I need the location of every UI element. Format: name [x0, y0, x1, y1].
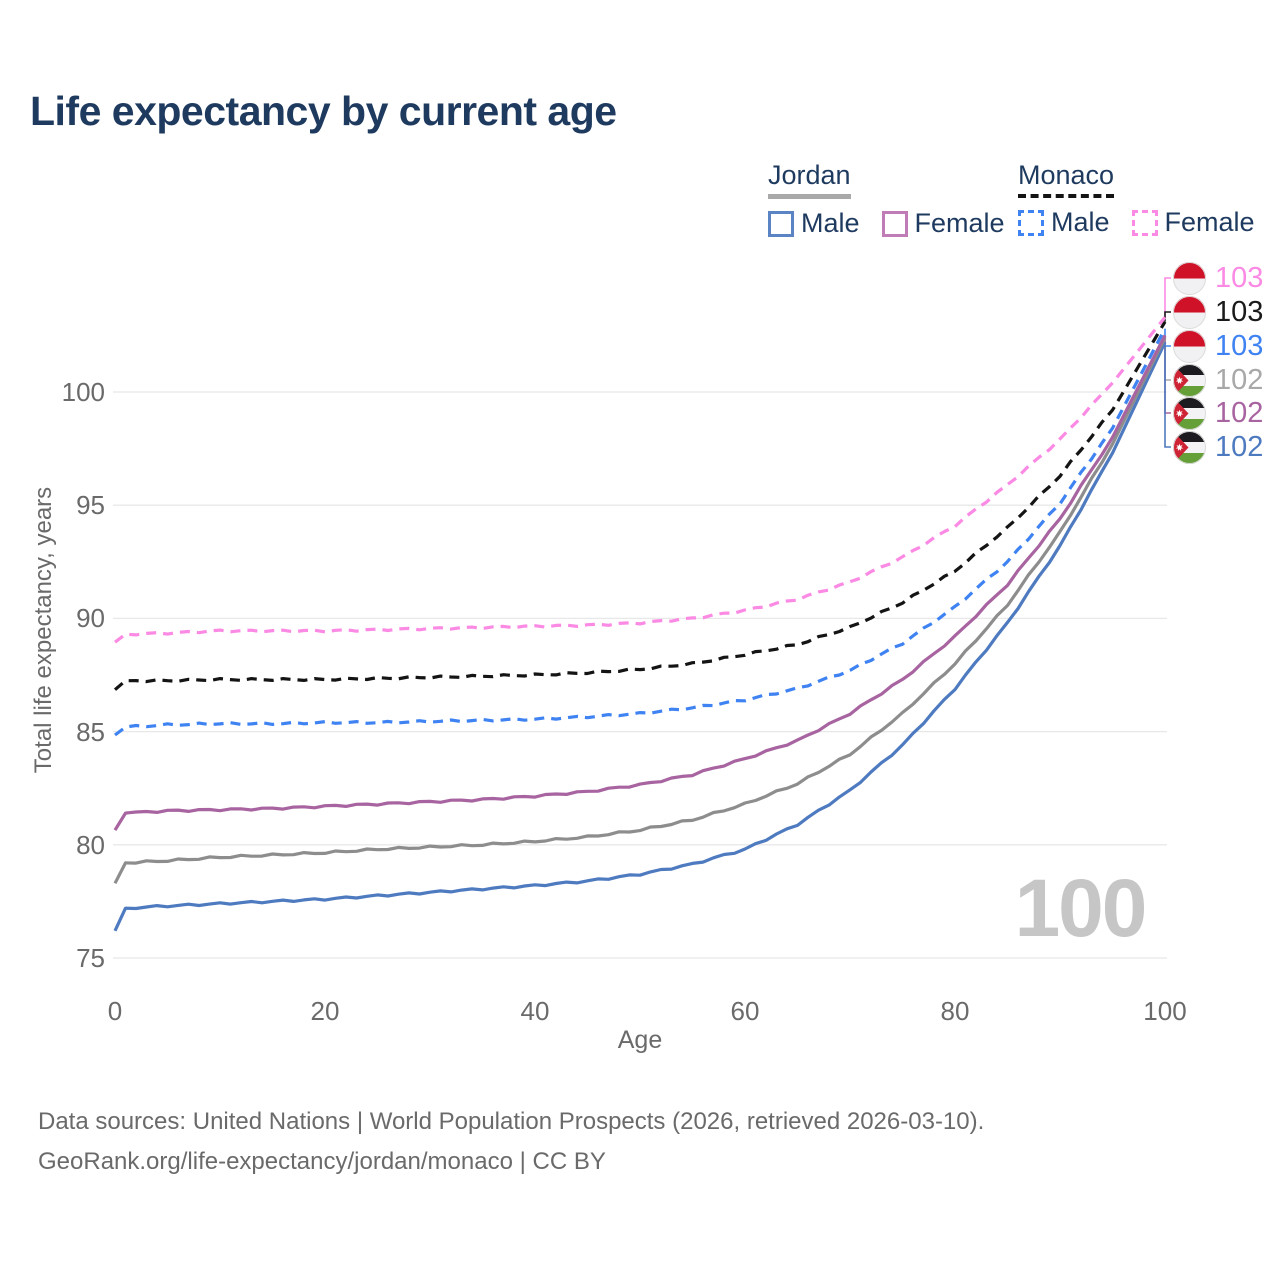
- y-tick-75: 75: [76, 943, 105, 973]
- end-value: 102: [1215, 430, 1264, 463]
- data-series-lines: [113, 316, 1167, 932]
- page-title: Life expectancy by current age: [30, 88, 617, 134]
- legend-group-jordan: Jordan Male Female: [768, 160, 1005, 239]
- x-tick-60: 60: [730, 996, 760, 1026]
- monaco-flag-icon: [1173, 330, 1206, 363]
- jordan-flag-icon: [1173, 397, 1206, 430]
- legend-jordan-female[interactable]: Female: [881, 208, 1005, 239]
- line-jordan-male[interactable]: [113, 341, 1167, 932]
- legend-monaco-female-label: Female: [1164, 207, 1255, 237]
- end-label-jordan-male: 102: [1173, 430, 1263, 464]
- x-tick-40: 40: [520, 996, 550, 1026]
- end-label-jordan-female: 102: [1173, 396, 1263, 430]
- x-tick-0: 0: [107, 996, 123, 1026]
- connector-4: [1164, 335, 1171, 414]
- legend-group-monaco: Monaco Male Female: [1018, 160, 1255, 238]
- end-label-monaco-female: 103: [1173, 261, 1263, 295]
- end-value: 103: [1215, 329, 1264, 362]
- y-tick-85: 85: [76, 716, 105, 747]
- line-jordan-female[interactable]: [113, 334, 1167, 831]
- monaco-flag-icon: [1173, 296, 1206, 329]
- end-label-jordan-total: 102: [1173, 363, 1263, 397]
- attribution-link[interactable]: GeoRank.org/life-expectancy/jordan/monac…: [38, 1148, 606, 1175]
- line-monaco-male[interactable]: [114, 327, 1167, 737]
- end-value: 103: [1215, 261, 1264, 294]
- data-source-note: Data sources: United Nations | World Pop…: [38, 1108, 985, 1135]
- y-tick-80: 80: [76, 829, 105, 860]
- jordan-male-swatch-icon: [768, 210, 794, 237]
- legend-monaco-title[interactable]: Monaco: [1018, 160, 1115, 198]
- legend-jordan-row: Male Female: [768, 208, 1005, 239]
- x-tick-80: 80: [940, 996, 970, 1026]
- legend-monaco-male[interactable]: Male: [1018, 207, 1110, 238]
- legend-monaco-male-label: Male: [1051, 207, 1110, 237]
- connector-2: [1164, 328, 1171, 347]
- monaco-flag-icon: [1173, 262, 1206, 295]
- end-value: 103: [1215, 295, 1264, 328]
- line-monaco-both-sexes[interactable]: [113, 320, 1167, 691]
- x-tick-100: 100: [1143, 996, 1187, 1026]
- legend-monaco-row: Male Female: [1018, 207, 1255, 238]
- legend-monaco-female[interactable]: Female: [1131, 207, 1255, 238]
- connector-1: [1164, 311, 1171, 322]
- jordan-female-swatch-icon: [881, 210, 908, 237]
- y-tick-95: 95: [76, 490, 105, 521]
- end-value: 102: [1215, 396, 1264, 429]
- legend-jordan-male-label: Male: [801, 208, 860, 238]
- connector-0: [1164, 277, 1171, 318]
- legend-jordan-female-label: Female: [914, 208, 1005, 238]
- x-tick-20: 20: [310, 996, 340, 1026]
- x-axis-title: Age: [617, 1026, 663, 1054]
- line-monaco-female[interactable]: [114, 316, 1167, 644]
- jordan-flag-icon: [1173, 431, 1206, 464]
- legend-jordan-title[interactable]: Jordan: [768, 160, 851, 199]
- connector-3: [1164, 337, 1171, 381]
- end-label-monaco-total: 103: [1173, 295, 1263, 329]
- age-counter-watermark: 100: [1014, 863, 1148, 954]
- monaco-female-swatch-icon: [1131, 209, 1158, 236]
- y-tick-100: 100: [61, 377, 105, 407]
- y-tick-90: 90: [76, 603, 105, 634]
- jordan-flag-icon: [1173, 364, 1206, 397]
- end-label-connectors: [1164, 277, 1171, 448]
- connector-5: [1164, 342, 1171, 448]
- end-value: 102: [1215, 363, 1264, 396]
- legend-jordan-male[interactable]: Male: [768, 208, 860, 239]
- end-label-monaco-male: 103: [1173, 329, 1263, 363]
- monaco-male-swatch-icon: [1018, 209, 1044, 236]
- line-jordan-both-sexes[interactable]: [113, 336, 1167, 885]
